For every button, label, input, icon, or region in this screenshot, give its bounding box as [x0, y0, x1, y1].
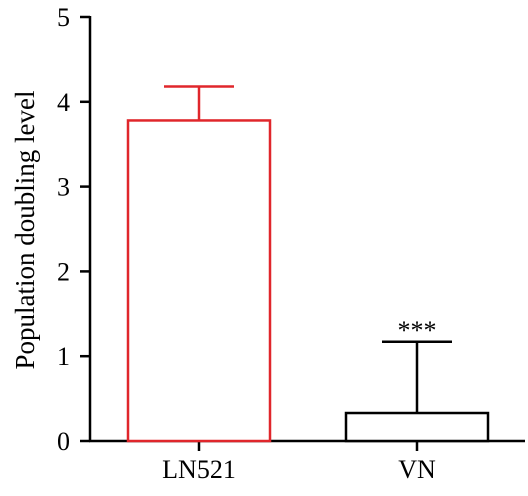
y-tick-label: 2	[57, 257, 70, 286]
x-tick-label: VN	[398, 455, 436, 484]
bar	[126, 119, 272, 443]
y-axis: 0 1 2 3 4 5	[57, 3, 92, 456]
y-tick-label: 0	[57, 427, 70, 456]
x-axis: LN521 VN	[89, 439, 525, 484]
bar	[344, 411, 490, 443]
bars: ***	[126, 85, 490, 443]
y-tick-label: 1	[57, 342, 70, 371]
y-tick-label: 4	[57, 88, 70, 117]
y-tick-label: 3	[57, 173, 70, 202]
x-tick-label: LN521	[162, 455, 236, 484]
y-tick-label: 5	[57, 3, 70, 32]
y-axis-label: Population doubling level	[10, 91, 40, 370]
significance-label: ***	[398, 316, 437, 345]
